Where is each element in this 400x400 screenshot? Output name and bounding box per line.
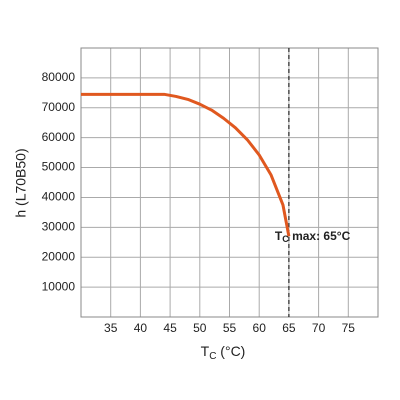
x-tick-label: 70 [312,321,326,335]
y-tick-label: 80000 [42,70,76,84]
plot-frame [80,47,379,318]
x-tick-label: 75 [342,321,356,335]
y-tick-label: 30000 [42,220,76,234]
limit-label: TC max: 65°C [275,229,351,244]
x-label-main: T [201,343,210,359]
y-tick-label: 60000 [42,130,76,144]
x-tick-label: 55 [223,321,237,335]
x-label-rest: (°C) [216,343,245,359]
x-tick-label: 65 [282,321,296,335]
x-label-sub: C [209,351,216,362]
limit-label-sub: C [282,234,289,244]
x-tick-label: 60 [253,321,267,335]
x-tick-label: 40 [134,321,148,335]
y-tick-label: 70000 [42,100,76,114]
limit-label-rest: max: 65°C [289,229,351,243]
y-axis-label: h (L70B50) [13,148,29,217]
y-tick-label: 40000 [42,190,76,204]
x-tick-label: 50 [193,321,207,335]
x-tick-label: 45 [163,321,177,335]
y-tick-label: 20000 [42,249,76,263]
limit-label-main: T [275,229,283,243]
y-tick-label: 10000 [42,279,76,293]
x-axis-label: TC (°C) [201,343,246,362]
y-tick-label: 50000 [42,160,76,174]
x-tick-label: 35 [104,321,118,335]
data-line [81,92,291,237]
